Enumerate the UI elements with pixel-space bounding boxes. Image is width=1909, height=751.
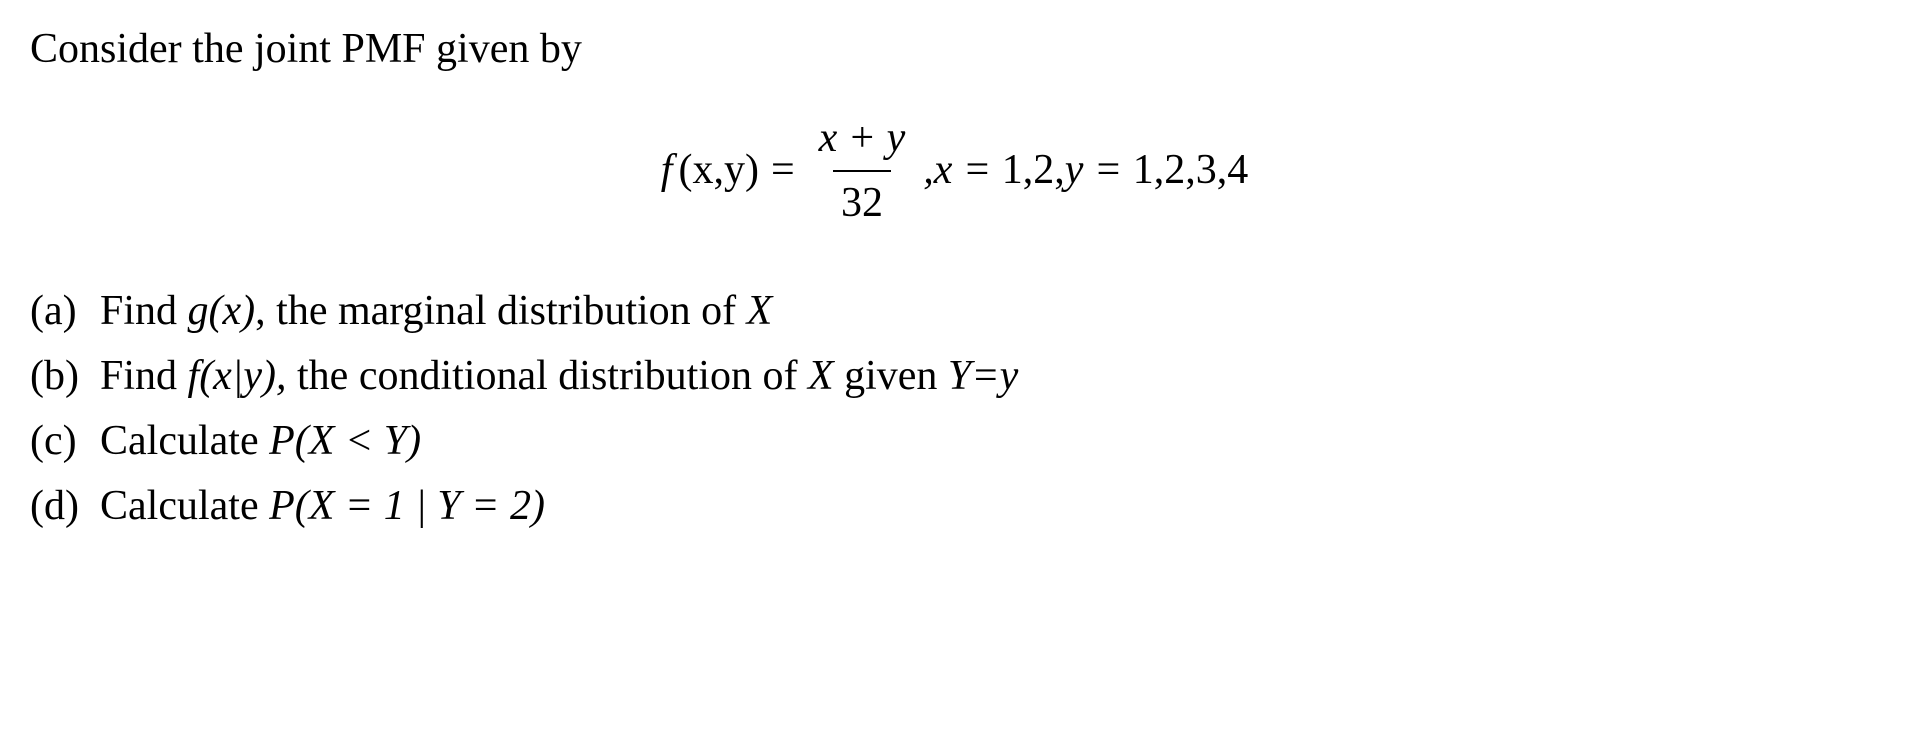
question-a: (a) Find g(x), the marginal distribution… bbox=[30, 282, 1879, 341]
c-pre: Calculate bbox=[100, 418, 269, 464]
label-c: (c) bbox=[30, 412, 100, 471]
formula-eq: = bbox=[771, 141, 795, 200]
a-sym: g(x) bbox=[188, 288, 256, 334]
question-c: (c) Calculate P(X < Y) bbox=[30, 412, 1879, 471]
d-sym: P(X = 1 | Y = 2) bbox=[269, 483, 545, 529]
d-pre: Calculate bbox=[100, 483, 269, 529]
formula-fraction: x + y 32 bbox=[811, 109, 914, 233]
label-a: (a) bbox=[30, 282, 100, 341]
formula-denominator: 32 bbox=[833, 170, 891, 233]
formula-f: f bbox=[661, 141, 673, 200]
b-var2: Y=y bbox=[948, 353, 1018, 399]
label-b: (b) bbox=[30, 347, 100, 406]
questions: (a) Find g(x), the marginal distribution… bbox=[30, 282, 1879, 535]
formula: f(x,y) = x + y 32 ,x = 1,2,y = 1,2,3,4 bbox=[30, 109, 1879, 233]
tail-y: y = bbox=[1065, 147, 1133, 193]
text-b: Find f(x|y), the conditional distributio… bbox=[100, 347, 1879, 406]
b-pre: Find bbox=[100, 353, 188, 399]
text-d: Calculate P(X = 1 | Y = 2) bbox=[100, 477, 1879, 536]
c-sym: P(X < Y) bbox=[269, 418, 421, 464]
question-b: (b) Find f(x|y), the conditional distrib… bbox=[30, 347, 1879, 406]
b-mid: given bbox=[844, 353, 948, 399]
label-d: (d) bbox=[30, 477, 100, 536]
formula-tail: ,x = 1,2,y = 1,2,3,4 bbox=[923, 141, 1248, 200]
a-pre: Find bbox=[100, 288, 188, 334]
a-post: , the marginal distribution of bbox=[255, 288, 747, 334]
intro-text: Consider the joint PMF given by bbox=[30, 20, 1879, 79]
question-d: (d) Calculate P(X = 1 | Y = 2) bbox=[30, 477, 1879, 536]
b-post: the conditional distribution of bbox=[287, 353, 808, 399]
formula-numerator: x + y bbox=[811, 109, 914, 170]
tail-xvals: 1,2, bbox=[1002, 147, 1065, 193]
tail-prefix: ,x = bbox=[923, 147, 1001, 193]
b-sym: f(x|y), bbox=[188, 353, 287, 399]
text-a: Find g(x), the marginal distribution of … bbox=[100, 282, 1879, 341]
text-c: Calculate P(X < Y) bbox=[100, 412, 1879, 471]
formula-wrap: f(x,y) = x + y 32 ,x = 1,2,y = 1,2,3,4 bbox=[661, 109, 1248, 233]
b-var1: X bbox=[808, 353, 844, 399]
tail-yvals: 1,2,3,4 bbox=[1133, 147, 1249, 193]
formula-args: (x,y) bbox=[678, 141, 758, 200]
a-var1: X bbox=[747, 288, 773, 334]
